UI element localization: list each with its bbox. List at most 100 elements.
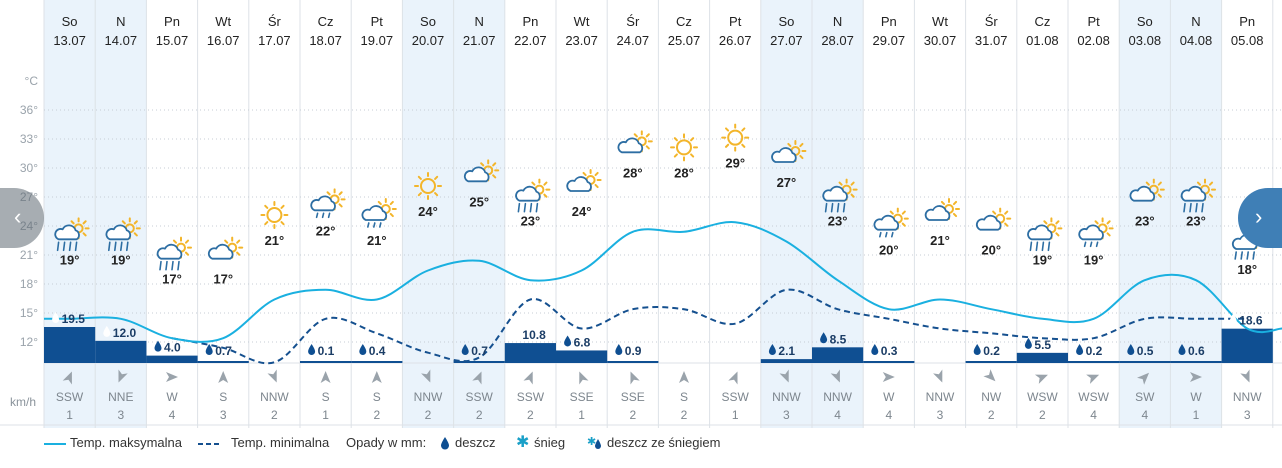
wind-arrow-icon	[933, 369, 943, 383]
day-date: 05.08	[1231, 33, 1264, 48]
precip-bar	[504, 343, 556, 363]
rain-sun-icon	[105, 217, 141, 252]
tmax-legend-swatch	[44, 443, 66, 445]
day-of-week: Pt	[371, 14, 384, 29]
precip-value: 0.9	[625, 344, 642, 358]
precip-bar	[1068, 361, 1120, 363]
wind-direction: S	[680, 390, 688, 404]
day-date: 31.07	[975, 33, 1008, 48]
wind-speed: 4	[1090, 408, 1097, 422]
tmax-label: 17°	[162, 272, 182, 287]
cloud-sun-icon	[617, 130, 653, 154]
wind-speed: 2	[373, 408, 380, 422]
precip-bar	[453, 361, 505, 363]
wind-arrow-icon	[62, 371, 72, 385]
sun-icon	[414, 172, 442, 200]
day-of-week: Wt	[215, 14, 231, 29]
tmax-label: 20°	[981, 243, 1001, 258]
tmax-label: 19°	[1084, 252, 1104, 267]
raindrop-icon	[441, 437, 449, 450]
tmax-label: 20°	[879, 243, 899, 258]
wind-direction: NW	[981, 390, 1002, 404]
wind-direction: S	[373, 390, 381, 404]
wind-direction: W	[1190, 390, 1202, 404]
precip-label: 0.1	[308, 344, 335, 358]
precip-bar	[351, 361, 403, 363]
tmax-label: 18°	[1237, 262, 1257, 277]
precip-label: 0.7	[461, 344, 488, 358]
wind-arrow-icon	[421, 369, 431, 383]
y-tick-label: 36°	[20, 103, 38, 117]
wind-arrow-icon	[630, 371, 640, 385]
day-date: 25.07	[668, 33, 701, 48]
precip-bar	[760, 359, 812, 363]
precip-bar	[95, 340, 147, 363]
precip-bar	[44, 327, 96, 363]
weekend-column	[760, 0, 812, 428]
day-of-week: Śr	[268, 14, 282, 29]
tmax-label: 17°	[213, 272, 233, 287]
day-of-week: So	[778, 14, 794, 29]
tmax-label: 29°	[725, 156, 745, 171]
precip-label: 0.7	[205, 344, 232, 358]
rain-legend-label: deszcz	[455, 435, 496, 450]
precip-legend-title: Opady w mm:	[346, 435, 427, 450]
next-arrow-button[interactable]: ›	[1238, 188, 1282, 248]
precip-label: 2.1	[768, 344, 795, 358]
precip-label: 0.2	[1076, 344, 1103, 358]
wind-direction: S	[219, 390, 227, 404]
wind-direction: W	[166, 390, 178, 404]
wind-speed: 4	[1141, 408, 1148, 422]
precip-label: 0.4	[359, 344, 386, 358]
precip-label: 0.6	[1178, 344, 1205, 358]
day-of-week: N	[1191, 14, 1200, 29]
tmax-label: 19°	[1033, 252, 1053, 267]
day-of-week: Cz	[318, 14, 334, 29]
wind-speed: 2	[527, 408, 534, 422]
precip-bar	[863, 361, 915, 363]
raindrop-icon	[1229, 313, 1237, 325]
raindrop-icon	[512, 328, 520, 340]
cloud-sun-icon	[566, 169, 602, 192]
day-date: 23.07	[565, 33, 598, 48]
precip-label: 8.5	[820, 332, 847, 346]
precip-value: 0.7	[471, 344, 488, 358]
cloud-sun-icon	[463, 159, 500, 183]
wind-speed: 3	[220, 408, 227, 422]
precip-bar	[300, 361, 352, 363]
precip-label: 0.9	[615, 344, 642, 358]
raindrop-icon	[154, 340, 162, 352]
y-tick-label: 33°	[20, 132, 38, 146]
precip-label: 10.8	[512, 328, 546, 342]
raindrop-icon	[768, 344, 776, 355]
day-of-week: Cz	[1034, 14, 1050, 29]
wind-direction: W	[883, 390, 895, 404]
wind-arrow-icon	[1190, 372, 1202, 382]
rain-sun-icon	[822, 178, 858, 213]
raindrop-icon	[205, 344, 213, 355]
tmax-label: 19°	[60, 252, 80, 267]
tmax-label: 23°	[1186, 214, 1206, 229]
wind-direction: WSW	[1078, 390, 1109, 404]
day-of-week: Pn	[881, 14, 897, 29]
wind-speed: 2	[271, 408, 278, 422]
tmax-label: 23°	[1135, 214, 1155, 229]
raindrop-icon	[564, 335, 572, 347]
wind-arrow-icon	[1034, 374, 1048, 384]
wind-arrow-icon	[579, 371, 589, 385]
day-date: 02.08	[1077, 33, 1110, 48]
precip-value: 10.8	[522, 328, 546, 342]
wind-speed: 4	[885, 408, 892, 422]
tmax-label: 23°	[828, 214, 848, 229]
precip-value: 0.2	[1086, 344, 1103, 358]
precip-value: 0.2	[983, 344, 1000, 358]
wind-arrow-icon	[118, 369, 128, 383]
wind-arrow-icon	[983, 369, 996, 382]
wind-direction: NNW	[926, 390, 955, 404]
cloud-sun-icon	[1129, 178, 1165, 202]
wind-direction: NNW	[823, 390, 852, 404]
day-date: 22.07	[514, 33, 547, 48]
y-tick-label: 30°	[20, 161, 38, 175]
wind-speed: 2	[476, 408, 483, 422]
wind-arrow-icon	[371, 371, 382, 383]
